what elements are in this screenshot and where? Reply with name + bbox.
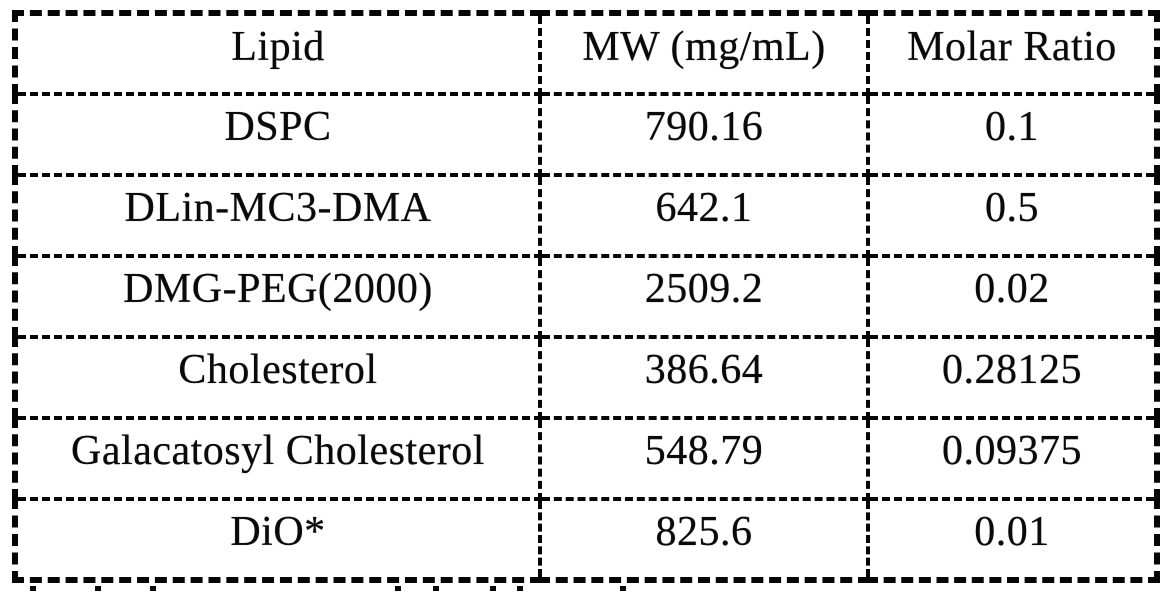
mw-cell: 790.16 xyxy=(538,92,870,177)
lipid-cell: DMG-PEG(2000) xyxy=(13,254,542,339)
table-row: DiO* 825.6 0.01 xyxy=(13,497,1159,582)
mw-cell: 642.1 xyxy=(538,173,870,258)
cutoff-text-fragment xyxy=(517,586,523,591)
lipid-cell: DLin-MC3-DMA xyxy=(13,173,542,258)
lipid-cell: DiO* xyxy=(13,497,542,582)
mw-cell: 386.64 xyxy=(538,335,870,420)
mw-cell: 548.79 xyxy=(538,416,870,501)
table-row: DMG-PEG(2000) 2509.2 0.02 xyxy=(13,254,1159,339)
cutoff-text-fragment xyxy=(395,586,401,591)
lipid-cell: Cholesterol xyxy=(13,335,542,420)
column-header-mw: MW (mg/mL) xyxy=(538,11,870,96)
column-header-molar-ratio: Molar Ratio xyxy=(866,11,1159,96)
lipid-cell: DSPC xyxy=(13,92,542,177)
cutoff-text-fragment xyxy=(433,586,439,591)
column-header-lipid: Lipid xyxy=(13,11,542,96)
molar-ratio-cell: 0.02 xyxy=(866,254,1159,339)
molar-ratio-cell: 0.1 xyxy=(866,92,1159,177)
table-row: DLin-MC3-DMA 642.1 0.5 xyxy=(13,173,1159,258)
mw-cell: 2509.2 xyxy=(538,254,870,339)
cutoff-text-fragment xyxy=(30,586,36,591)
cutoff-text-fragment xyxy=(490,586,496,591)
molar-ratio-cell: 0.01 xyxy=(866,497,1159,582)
table-header-row: Lipid MW (mg/mL) Molar Ratio xyxy=(13,11,1159,96)
table-row: Galacatosyl Cholesterol 548.79 0.09375 xyxy=(13,416,1159,501)
molar-ratio-cell: 0.28125 xyxy=(866,335,1159,420)
cutoff-text-fragment xyxy=(620,586,626,591)
mw-cell: 825.6 xyxy=(538,497,870,582)
cutoff-text-fragment xyxy=(150,586,156,591)
molar-ratio-cell: 0.5 xyxy=(866,173,1159,258)
table-row: Cholesterol 386.64 0.28125 xyxy=(13,335,1159,420)
table-row: DSPC 790.16 0.1 xyxy=(13,92,1159,177)
molar-ratio-cell: 0.09375 xyxy=(866,416,1159,501)
lipid-cell: Galacatosyl Cholesterol xyxy=(13,416,542,501)
cutoff-text-fragment xyxy=(95,586,101,591)
lipid-table: Lipid MW (mg/mL) Molar Ratio DSPC 790.16… xyxy=(12,10,1160,583)
